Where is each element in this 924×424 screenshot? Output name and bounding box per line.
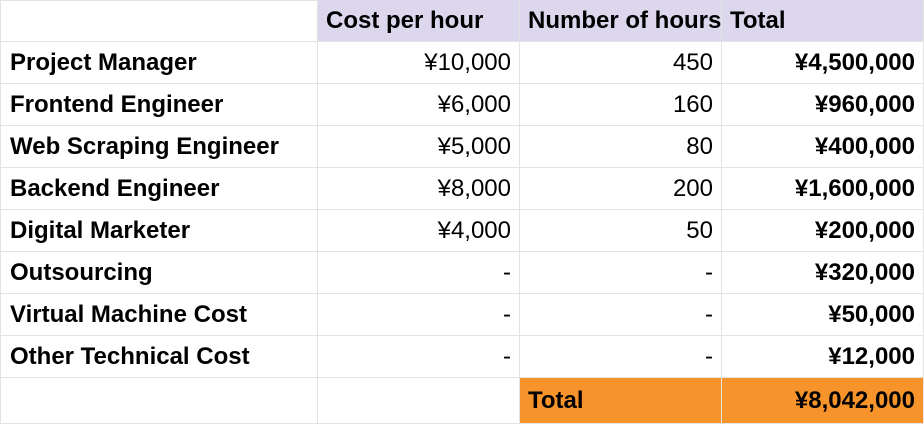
total-cell[interactable]: ¥320,000 [722,252,924,294]
cost-cell[interactable]: - [318,252,520,294]
hours-cell[interactable]: - [520,294,722,336]
table-row: Project Manager ¥10,000 450 ¥4,500,000 [0,42,924,84]
role-cell[interactable]: Virtual Machine Cost [0,294,318,336]
total-cell[interactable]: ¥960,000 [722,84,924,126]
total-cell[interactable]: ¥1,600,000 [722,168,924,210]
cost-cell[interactable]: ¥10,000 [318,42,520,84]
total-cell[interactable]: ¥400,000 [722,126,924,168]
total-cell[interactable]: ¥4,500,000 [722,42,924,84]
table-row: Virtual Machine Cost - - ¥50,000 [0,294,924,336]
cost-cell[interactable]: ¥5,000 [318,126,520,168]
table-row: Digital Marketer ¥4,000 50 ¥200,000 [0,210,924,252]
header-total[interactable]: Total [722,0,924,42]
cost-cell[interactable]: ¥8,000 [318,168,520,210]
total-cell[interactable]: ¥12,000 [722,336,924,378]
empty-cell[interactable] [0,378,318,424]
table-row: Frontend Engineer ¥6,000 160 ¥960,000 [0,84,924,126]
total-cell[interactable]: ¥50,000 [722,294,924,336]
hours-cell[interactable]: - [520,252,722,294]
hours-cell[interactable]: - [520,336,722,378]
header-number-of-hours[interactable]: Number of hours [520,0,722,42]
role-cell[interactable]: Other Technical Cost [0,336,318,378]
grand-total-row: Total ¥8,042,000 [0,378,924,424]
grand-total-label[interactable]: Total [520,378,722,424]
total-cell[interactable]: ¥200,000 [722,210,924,252]
table-row: Web Scraping Engineer ¥5,000 80 ¥400,000 [0,126,924,168]
cost-cell[interactable]: ¥6,000 [318,84,520,126]
header-cell-blank[interactable] [0,0,318,42]
role-cell[interactable]: Project Manager [0,42,318,84]
role-cell[interactable]: Backend Engineer [0,168,318,210]
cost-cell[interactable]: - [318,336,520,378]
hours-cell[interactable]: 200 [520,168,722,210]
role-cell[interactable]: Outsourcing [0,252,318,294]
header-cost-per-hour[interactable]: Cost per hour [318,0,520,42]
grand-total-value[interactable]: ¥8,042,000 [722,378,924,424]
empty-cell[interactable] [318,378,520,424]
hours-cell[interactable]: 450 [520,42,722,84]
table-row: Other Technical Cost - - ¥12,000 [0,336,924,378]
role-cell[interactable]: Frontend Engineer [0,84,318,126]
cost-cell[interactable]: - [318,294,520,336]
grid-left-border [0,0,1,424]
cost-cell[interactable]: ¥4,000 [318,210,520,252]
role-cell[interactable]: Web Scraping Engineer [0,126,318,168]
header-row: Cost per hour Number of hours Total [0,0,924,42]
table-row: Outsourcing - - ¥320,000 [0,252,924,294]
hours-cell[interactable]: 160 [520,84,722,126]
hours-cell[interactable]: 50 [520,210,722,252]
hours-cell[interactable]: 80 [520,126,722,168]
role-cell[interactable]: Digital Marketer [0,210,318,252]
table-row: Backend Engineer ¥8,000 200 ¥1,600,000 [0,168,924,210]
